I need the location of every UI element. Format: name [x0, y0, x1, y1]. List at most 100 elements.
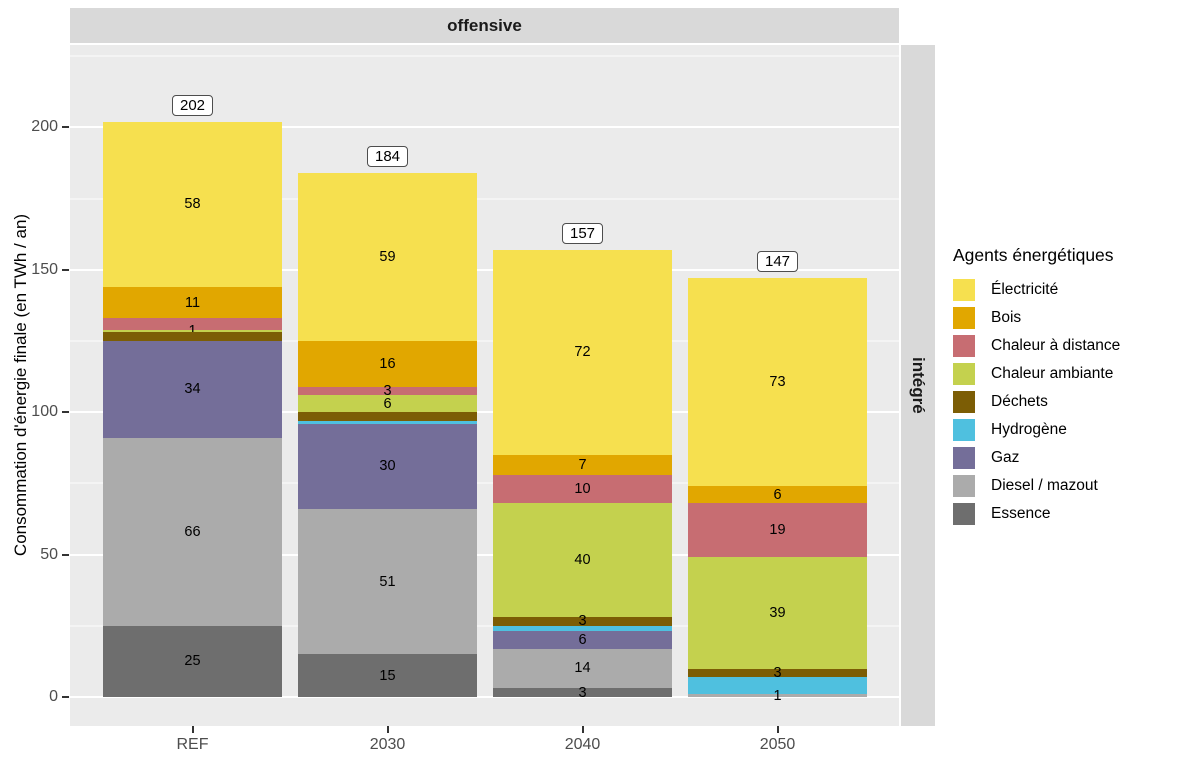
legend-swatch-icon — [953, 503, 975, 525]
x-tick-mark-REF — [191, 726, 194, 733]
y-tick-label-100: 100 — [31, 403, 58, 421]
segment-value-label: 6 — [578, 631, 587, 648]
x-tick-mark-2050 — [776, 726, 779, 733]
segment-2050-Chaleur à distance: 19 — [688, 503, 867, 558]
segment-value-label: 34 — [184, 381, 201, 398]
segment-value-label: 6 — [383, 395, 392, 412]
segment-2050-Déchets: 3 — [688, 666, 867, 680]
segment-2040-Essence: 3 — [493, 684, 672, 701]
segment-value-label: 66 — [184, 523, 201, 540]
segment-value-label: 25 — [184, 653, 201, 670]
legend-item-label: Gaz — [991, 449, 1020, 466]
segment-value-label: 14 — [574, 660, 591, 677]
legend-swatch-icon — [953, 475, 975, 497]
facet-strip-top: offensive — [70, 8, 899, 43]
segment-value-label: 30 — [379, 458, 396, 475]
legend-swatch-icon — [953, 335, 975, 357]
facet-strip-right: intégré — [901, 45, 935, 726]
x-tick-label-2040: 2040 — [564, 736, 601, 753]
legend-item: Diesel / mazout — [953, 475, 1120, 497]
bar-total-label-2040: 157 — [493, 222, 672, 244]
legend: Agents énergétiques Électricité Bois Chale… — [953, 245, 1120, 531]
segment-value-label: 58 — [184, 196, 201, 213]
legend-item-label: Chaleur ambiante — [991, 365, 1114, 382]
segment-2030-Hydrogène — [298, 420, 477, 424]
segment-2050-Chaleur ambiante: 39 — [688, 557, 867, 669]
y-tick-label-50: 50 — [40, 545, 58, 563]
y-tick-mark-0 — [62, 696, 69, 698]
segment-2030-Gaz: 30 — [298, 423, 477, 509]
bar-2050: 73 6 19 39 3 1 — [688, 278, 867, 703]
gridline-minor-25 — [70, 624, 899, 627]
legend-item-label: Déchets — [991, 393, 1048, 410]
segment-2030-Chaleur à distance: 3 — [298, 382, 477, 399]
segment-REF-Électricité: 58 — [103, 121, 282, 287]
legend-swatch-icon — [953, 391, 975, 413]
legend-item-label: Diesel / mazout — [991, 477, 1098, 494]
legend-item-label: Bois — [991, 309, 1022, 326]
gridline-major-50 — [70, 553, 899, 556]
segment-REF-Déchets — [103, 332, 282, 341]
segment-2040-Chaleur à distance: 10 — [493, 474, 672, 504]
gridline-minor-225 — [70, 55, 899, 58]
segment-REF-Chaleur ambiante: 1 — [103, 324, 282, 338]
segment-value-label: 3 — [578, 684, 587, 701]
plot-panel: 58 11 1 34 66 25 202 59 16 3 6 30 51 15 184 72 7 10 40 3 6 14… — [70, 45, 899, 726]
legend-item: Bois — [953, 307, 1120, 329]
legend-item: Déchets — [953, 391, 1120, 413]
legend-item: Chaleur ambiante — [953, 363, 1120, 385]
legend-title: Agents énergétiques — [953, 245, 1114, 265]
segment-2030-Essence: 15 — [298, 654, 477, 697]
segment-value-label: 3 — [578, 613, 587, 630]
segment-value-label: 15 — [379, 667, 396, 684]
segment-2030-Chaleur ambiante: 6 — [298, 395, 477, 413]
gridline-minor-175 — [70, 197, 899, 200]
segment-value-label: 39 — [769, 604, 786, 621]
segment-value-label: 16 — [379, 355, 396, 372]
legend-item: Chaleur à distance — [953, 335, 1120, 357]
gridline-minor-75 — [70, 482, 899, 485]
segment-value-label: 40 — [574, 552, 591, 569]
segment-value-label: 3 — [383, 382, 392, 399]
segment-2050-Électricité: 73 — [688, 278, 867, 487]
segment-2040-Bois: 7 — [493, 454, 672, 475]
gridline-major-100 — [70, 411, 899, 414]
x-tick-label-2050: 2050 — [759, 736, 796, 753]
legend-item: Essence — [953, 503, 1120, 525]
segment-REF-Gaz: 34 — [103, 340, 282, 438]
legend-item-label: Chaleur à distance — [991, 337, 1121, 354]
segment-value-label: 19 — [769, 522, 786, 539]
x-tick-label-2030: 2030 — [369, 736, 406, 753]
bar-total-value: 147 — [756, 251, 799, 273]
legend-item-label: Hydrogène — [991, 421, 1067, 438]
segment-2040-Électricité: 72 — [493, 249, 672, 455]
gridline-major-0 — [70, 696, 899, 698]
segment-value-label: 7 — [578, 456, 587, 473]
bar-total-value: 184 — [366, 145, 409, 167]
y-tick-mark-50 — [62, 553, 69, 556]
segment-value-label: 1 — [773, 687, 782, 704]
legend-item: Hydrogène — [953, 419, 1120, 441]
bar-total-label-2050: 147 — [688, 251, 867, 273]
y-tick-label-200: 200 — [31, 118, 58, 136]
segment-2030-Déchets — [298, 412, 477, 421]
segment-2040-Déchets: 3 — [493, 613, 672, 630]
x-tick-label-REF: REF — [176, 736, 209, 753]
segment-2030-Bois: 16 — [298, 341, 477, 387]
legend-swatch-icon — [953, 363, 975, 385]
segment-2050-Bois: 6 — [688, 486, 867, 504]
facet-label-integre: intégré — [909, 357, 928, 414]
y-tick-mark-200 — [62, 126, 69, 129]
bar-total-label-REF: 202 — [103, 94, 282, 116]
legend-item-label: Essence — [991, 505, 1051, 522]
bar-total-label-2030: 184 — [298, 145, 477, 167]
facet-label-offensive: offensive — [447, 15, 522, 35]
y-tick-label-0: 0 — [49, 688, 58, 705]
segment-2040-Gaz: 6 — [493, 631, 672, 649]
gridline-major-150 — [70, 268, 899, 271]
y-tick-mark-100 — [62, 411, 69, 414]
segment-value-label: 1 — [188, 323, 197, 340]
legend-swatch-icon — [953, 447, 975, 469]
segment-REF-Bois: 11 — [103, 286, 282, 319]
